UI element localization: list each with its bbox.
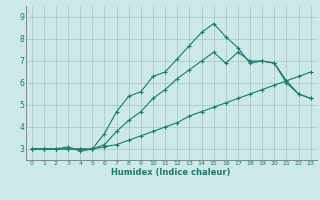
X-axis label: Humidex (Indice chaleur): Humidex (Indice chaleur) (111, 168, 231, 177)
